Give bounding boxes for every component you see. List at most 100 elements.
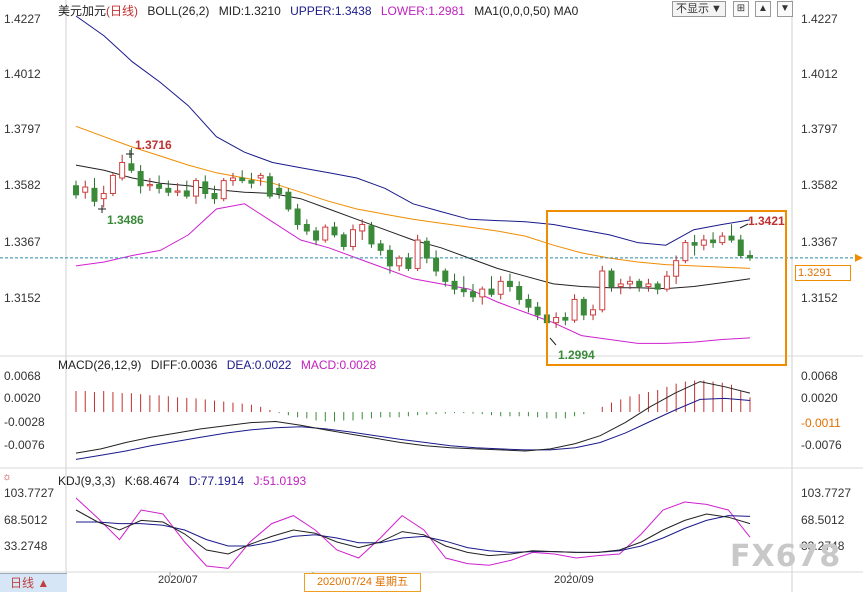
candle-body [433, 257, 440, 272]
candle-body [710, 239, 717, 244]
boll-lower-label: LOWER:1.2981 [380, 4, 465, 18]
annotation-high-2: 1.3421 [748, 214, 785, 228]
x-label-jul: 2020/07 [158, 574, 198, 586]
hide-select[interactable]: 不显示 ▼ [672, 1, 726, 17]
candle-body [700, 239, 707, 246]
candle-body [303, 224, 310, 232]
candle-body [636, 280, 643, 288]
candle-body [645, 283, 652, 288]
annotation-low-2: 1.2994 [558, 348, 595, 362]
candle-body [349, 229, 356, 247]
candle-body [368, 225, 375, 245]
candle-body [488, 288, 495, 295]
candle-body [340, 234, 347, 247]
candle-body [266, 176, 273, 197]
kdj-d: D:77.1914 [188, 474, 245, 488]
kdj-tick-left: 33.2748 [4, 539, 48, 553]
candle-body [146, 183, 153, 187]
ma-label: MA1(0,0,0,50) MA0 [474, 4, 579, 18]
candle-body [562, 317, 569, 321]
candle-body [663, 275, 670, 290]
macd-tick-right: -0.0011 [801, 416, 841, 430]
current-price-marker [855, 253, 863, 262]
kdj-j-line [75, 497, 751, 569]
highlight-box [546, 210, 787, 366]
current-price-tag: 1.3291 [795, 265, 851, 281]
candle-body [608, 270, 615, 288]
hide-select-arrow: ▼ [711, 3, 722, 15]
price-tick-left: 1.3582 [4, 178, 41, 192]
candle-body [137, 171, 144, 187]
macd-tick-left: 0.0020 [4, 391, 41, 405]
candle-body [359, 224, 366, 232]
candle-body [91, 187, 98, 202]
candle-body [248, 180, 255, 184]
ma50-line [75, 125, 751, 269]
macd-tick-right: -0.0076 [801, 438, 842, 452]
candle-body [571, 298, 578, 321]
candle-body [202, 181, 209, 195]
macd-tick-left: -0.0076 [4, 438, 45, 452]
candle-body [580, 298, 587, 316]
annotation-low-1: 1.3486 [107, 213, 144, 227]
macd-dea-line [75, 397, 751, 460]
crosshair-icon[interactable]: ⊞ [733, 1, 749, 17]
macd-diff-line [75, 381, 751, 454]
macd-diff: DIFF:0.0036 [150, 358, 218, 372]
annotation-marker [549, 337, 557, 346]
candle-body [691, 242, 698, 246]
candle-body [654, 283, 661, 290]
candle-body [220, 180, 227, 200]
candle-body [82, 186, 89, 193]
period-range-tab[interactable]: 日线 ▲ [0, 573, 67, 592]
kdj-k-line [75, 509, 751, 557]
boll-mid-line [75, 164, 751, 290]
candle-body [442, 270, 449, 282]
kdj-j: J:51.0193 [253, 474, 307, 488]
candle-body [331, 226, 338, 236]
boll-label: BOLL(26,2) [147, 4, 210, 18]
candle-body [239, 177, 246, 182]
sun-icon[interactable]: ☼ [2, 471, 13, 483]
candle-body [590, 309, 597, 316]
candle-body [396, 257, 403, 267]
hide-select-label: 不显示 [676, 3, 710, 15]
candle-body [174, 190, 181, 193]
candle-body [119, 162, 126, 179]
kdj-tick-left: 103.7727 [4, 486, 55, 500]
candle-body [599, 270, 606, 311]
candle-body [747, 255, 753, 259]
arrow-up-icon[interactable]: ▲ [755, 1, 771, 17]
boll-lower-line [75, 203, 751, 344]
candle-body [377, 243, 384, 251]
macd-header: MACD(26,12,9) DIFF:0.0036 DEA:0.0022 MAC… [58, 358, 382, 372]
candle-body [617, 283, 624, 288]
price-tick-right: 1.3152 [801, 291, 838, 305]
macd-name: MACD(26,12,9) [58, 358, 142, 372]
candle-body [165, 187, 172, 193]
price-tick-right: 1.3582 [801, 178, 838, 192]
candle-body [728, 235, 735, 241]
macd-dea: DEA:0.0022 [226, 358, 292, 372]
macd-tick-left: -0.0028 [4, 415, 45, 429]
candle-body [405, 257, 412, 269]
candle-body [719, 235, 726, 244]
boll-upper-label: UPPER:1.3438 [290, 4, 372, 18]
boll-upper-line [75, 15, 751, 246]
price-tick-right: 1.4227 [801, 12, 838, 26]
candle-body [479, 288, 486, 298]
candle-body [451, 280, 458, 290]
price-tick-right: 1.4012 [801, 67, 838, 81]
candle-body [737, 239, 744, 257]
kdj-d-line [76, 515, 751, 553]
candle-body [386, 249, 393, 267]
candle-body [73, 185, 79, 196]
kdj-header: KDJ(9,3,3) K:68.4674 D:77.1914 J:51.0193 [58, 474, 312, 488]
annotation-high-1: 1.3716 [135, 138, 172, 152]
price-tick-right: 1.3797 [801, 122, 838, 136]
watermark: FX678 [730, 539, 842, 574]
arrow-down-icon[interactable]: ▼ [777, 1, 793, 17]
kdj-tick-left: 68.5012 [4, 513, 48, 527]
